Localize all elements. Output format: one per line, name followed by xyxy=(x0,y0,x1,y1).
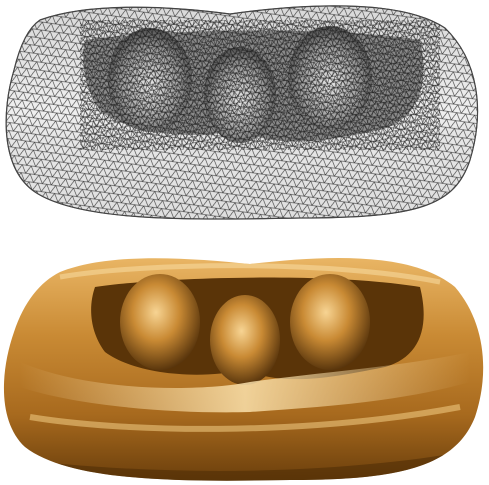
shaded-surface-drawing xyxy=(3,257,484,481)
shaded-bump-right xyxy=(290,274,370,370)
shaded-surface-panel xyxy=(0,242,489,485)
wireframe-mesh-drawing xyxy=(5,5,479,220)
wireframe-mesh-panel xyxy=(0,0,489,240)
shaded-bump-left xyxy=(120,274,200,370)
shaded-bump-center xyxy=(210,295,280,385)
